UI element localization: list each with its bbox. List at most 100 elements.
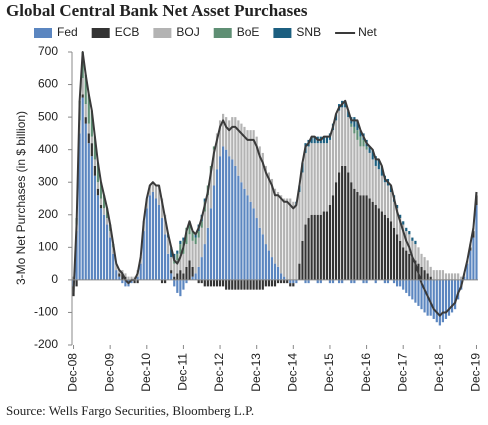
bar-segment bbox=[380, 175, 383, 212]
bar-segment bbox=[307, 279, 310, 284]
bar-segment bbox=[280, 195, 283, 274]
bar-segment bbox=[112, 247, 115, 254]
bar-segment bbox=[124, 273, 127, 277]
bar-segment bbox=[420, 266, 423, 280]
bar-segment bbox=[118, 276, 121, 280]
bar-segment bbox=[194, 244, 197, 274]
bar-segment bbox=[109, 231, 112, 238]
bar-segment bbox=[466, 263, 469, 280]
bar-segment bbox=[167, 253, 170, 280]
bar-segment bbox=[176, 253, 179, 261]
bar-segment bbox=[81, 97, 84, 280]
bar-segment bbox=[148, 185, 151, 196]
bar-segment bbox=[87, 133, 90, 144]
bar-segment bbox=[435, 270, 438, 280]
bar-segment bbox=[99, 205, 103, 209]
bar-segment bbox=[289, 198, 292, 280]
bar-segment bbox=[334, 120, 338, 183]
bar-segment bbox=[209, 172, 212, 209]
bar-segment bbox=[182, 273, 185, 280]
bar-segment bbox=[258, 279, 261, 290]
bar-segment bbox=[246, 279, 249, 290]
bar-segment bbox=[423, 279, 426, 313]
bar-segment bbox=[392, 201, 396, 228]
bar-segment bbox=[359, 195, 362, 280]
bar-segment bbox=[212, 279, 216, 287]
bar-segment bbox=[255, 218, 258, 280]
bar-segment bbox=[304, 279, 307, 284]
bar-segment bbox=[206, 279, 209, 287]
bar-segment bbox=[286, 198, 289, 280]
bar-segment bbox=[243, 126, 246, 189]
bar-segment bbox=[325, 143, 328, 212]
bar-segment bbox=[283, 198, 286, 277]
bar-segment bbox=[179, 279, 182, 297]
bar-segment bbox=[203, 244, 206, 280]
bar-segment bbox=[160, 198, 164, 219]
bar-segment bbox=[313, 214, 316, 280]
bar-segment bbox=[273, 279, 277, 287]
bar-segment bbox=[255, 279, 258, 290]
bar-segment bbox=[270, 257, 274, 280]
bar-segment bbox=[200, 279, 203, 284]
bar-segment bbox=[197, 231, 200, 238]
bar-segment bbox=[194, 237, 197, 245]
bar-segment bbox=[408, 231, 411, 235]
bar-segment bbox=[374, 156, 377, 166]
x-tick-label: Dec-14 bbox=[285, 353, 299, 392]
bar-segment bbox=[365, 195, 368, 280]
bar-segment bbox=[145, 208, 148, 280]
bar-segment bbox=[191, 240, 194, 267]
bar-segment bbox=[414, 260, 417, 280]
bar-segment bbox=[176, 279, 179, 293]
bar-segment bbox=[307, 218, 310, 280]
bar-segment bbox=[182, 253, 185, 274]
y-tick-label: 100 bbox=[38, 240, 58, 254]
bar-segment bbox=[371, 159, 374, 202]
bar-segment bbox=[124, 279, 127, 287]
bar-segment bbox=[121, 279, 124, 284]
bar-segment bbox=[148, 195, 151, 280]
x-tick-label: Dec-09 bbox=[102, 353, 116, 392]
bar-segment bbox=[212, 185, 216, 280]
bar-segment bbox=[93, 165, 96, 176]
bar-segment bbox=[261, 234, 264, 280]
bar-segment bbox=[301, 240, 304, 280]
bar-segment bbox=[408, 279, 411, 297]
bar-segment bbox=[420, 279, 423, 310]
bar-segment bbox=[160, 279, 164, 284]
bar-segment bbox=[130, 279, 133, 284]
bar-segment bbox=[292, 283, 295, 287]
bar-segment bbox=[249, 201, 252, 280]
bar-segment bbox=[252, 208, 255, 280]
bar-segment bbox=[231, 117, 234, 160]
bar-segment bbox=[386, 218, 390, 280]
bar-segment bbox=[450, 279, 454, 313]
bar-segment bbox=[106, 218, 109, 225]
bar-segment bbox=[118, 270, 121, 274]
bar-segment bbox=[365, 279, 368, 284]
bar-segment bbox=[191, 276, 194, 280]
net-line bbox=[72, 51, 478, 317]
bar-segment bbox=[206, 227, 209, 280]
bar-segment bbox=[447, 279, 451, 316]
bar-segment bbox=[399, 240, 402, 280]
bar-segment bbox=[426, 260, 429, 274]
bar-segment bbox=[170, 257, 173, 271]
bar-segment bbox=[280, 279, 283, 284]
bar-segment bbox=[228, 156, 231, 280]
bar-segment bbox=[267, 172, 270, 251]
bar-segment bbox=[368, 146, 371, 153]
bar-segment bbox=[252, 130, 255, 209]
bar-segment bbox=[182, 279, 185, 290]
bar-segment bbox=[408, 253, 411, 280]
x-tick-label: Dec-16 bbox=[359, 353, 373, 392]
bar-segment bbox=[432, 270, 435, 280]
bar-segment bbox=[261, 152, 264, 235]
bar-segment bbox=[218, 156, 222, 280]
legend-swatch bbox=[34, 28, 52, 38]
bar-segment bbox=[237, 175, 240, 280]
bar-segment bbox=[115, 263, 118, 271]
bar-segment bbox=[218, 279, 222, 287]
bar-segment bbox=[99, 198, 103, 206]
